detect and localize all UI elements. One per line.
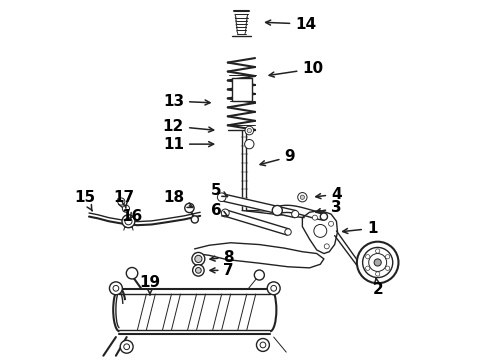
Circle shape xyxy=(256,338,270,351)
Circle shape xyxy=(313,215,318,220)
Text: 16: 16 xyxy=(121,209,142,224)
Circle shape xyxy=(386,255,390,259)
Text: 4: 4 xyxy=(316,187,342,202)
Circle shape xyxy=(245,139,254,149)
Circle shape xyxy=(218,193,226,202)
Polygon shape xyxy=(302,211,338,253)
Circle shape xyxy=(125,218,132,225)
Text: 5: 5 xyxy=(211,183,227,198)
Circle shape xyxy=(126,267,138,279)
Circle shape xyxy=(366,266,370,270)
Circle shape xyxy=(363,247,393,278)
Text: 13: 13 xyxy=(163,94,210,109)
Circle shape xyxy=(375,249,380,253)
Polygon shape xyxy=(195,243,324,268)
Circle shape xyxy=(247,129,251,133)
Circle shape xyxy=(122,205,129,212)
Text: 14: 14 xyxy=(266,17,317,32)
Circle shape xyxy=(285,229,291,235)
Text: 18: 18 xyxy=(163,190,193,207)
Bar xyxy=(232,78,252,101)
Circle shape xyxy=(329,221,334,226)
Circle shape xyxy=(185,203,194,213)
Circle shape xyxy=(254,270,265,280)
Text: 10: 10 xyxy=(269,61,323,77)
Circle shape xyxy=(267,282,280,295)
Circle shape xyxy=(260,342,266,348)
Polygon shape xyxy=(224,210,289,235)
Circle shape xyxy=(195,255,202,262)
Circle shape xyxy=(124,344,129,350)
Circle shape xyxy=(193,265,204,276)
Text: 1: 1 xyxy=(343,221,377,236)
Text: 17: 17 xyxy=(114,190,135,208)
Circle shape xyxy=(191,216,198,223)
Circle shape xyxy=(292,211,299,218)
Polygon shape xyxy=(276,205,324,220)
Circle shape xyxy=(374,259,381,266)
Circle shape xyxy=(118,198,125,205)
Circle shape xyxy=(320,213,327,220)
Circle shape xyxy=(375,272,380,276)
Text: 12: 12 xyxy=(163,119,214,134)
Circle shape xyxy=(368,253,387,271)
Circle shape xyxy=(298,193,307,202)
Text: 8: 8 xyxy=(210,249,234,265)
Text: 9: 9 xyxy=(260,149,295,166)
Circle shape xyxy=(324,244,329,249)
Circle shape xyxy=(300,195,304,199)
Text: 11: 11 xyxy=(163,137,214,152)
Circle shape xyxy=(245,126,254,135)
Circle shape xyxy=(271,285,276,291)
Circle shape xyxy=(122,215,135,228)
Circle shape xyxy=(386,266,390,270)
Circle shape xyxy=(113,285,119,291)
Circle shape xyxy=(314,225,327,237)
Text: 19: 19 xyxy=(139,275,160,295)
Circle shape xyxy=(192,252,205,265)
Text: 7: 7 xyxy=(210,263,234,278)
Circle shape xyxy=(221,209,229,217)
Text: 15: 15 xyxy=(74,190,95,211)
Circle shape xyxy=(272,206,282,216)
Circle shape xyxy=(109,282,122,295)
Circle shape xyxy=(120,340,133,353)
Text: 3: 3 xyxy=(316,201,342,216)
Polygon shape xyxy=(221,194,296,217)
Circle shape xyxy=(196,267,201,273)
Text: 2: 2 xyxy=(372,278,383,297)
Circle shape xyxy=(357,242,398,283)
Text: 6: 6 xyxy=(211,203,227,218)
Circle shape xyxy=(366,255,370,259)
